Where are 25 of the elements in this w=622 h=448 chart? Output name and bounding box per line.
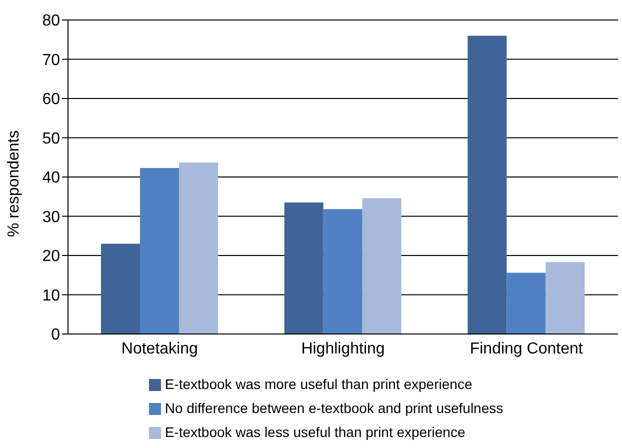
legend-label: No difference between e-textbook and print usefulness (164, 400, 504, 416)
y-tick-label: 80 (42, 12, 60, 30)
bar (140, 168, 179, 334)
x-tick-label: Notetaking (121, 340, 198, 358)
bar (284, 202, 324, 334)
bar (179, 162, 218, 334)
x-tick-label: Highlighting (301, 340, 385, 358)
y-tick-label: 30 (42, 208, 60, 226)
y-axis-title: % respondents (6, 130, 23, 237)
legend-label: E-textbook was more useful than print experience (164, 376, 472, 392)
legend-label: E-textbook was less useful than print experience (164, 424, 466, 440)
bar (506, 272, 546, 334)
bar (546, 262, 585, 334)
y-tick-label: 70 (42, 52, 60, 69)
y-tick-label: 60 (42, 91, 60, 108)
y-tick-label: 40 (42, 170, 60, 187)
bar (362, 198, 402, 334)
bar (101, 244, 140, 334)
y-tick-label: 0 (51, 326, 60, 344)
y-tick-label: 50 (42, 130, 60, 148)
x-tick-label: Finding Content (470, 340, 584, 358)
bar (323, 209, 362, 334)
bar (468, 36, 507, 334)
y-tick-label: 20 (42, 248, 60, 266)
y-tick-label: 10 (42, 287, 60, 304)
